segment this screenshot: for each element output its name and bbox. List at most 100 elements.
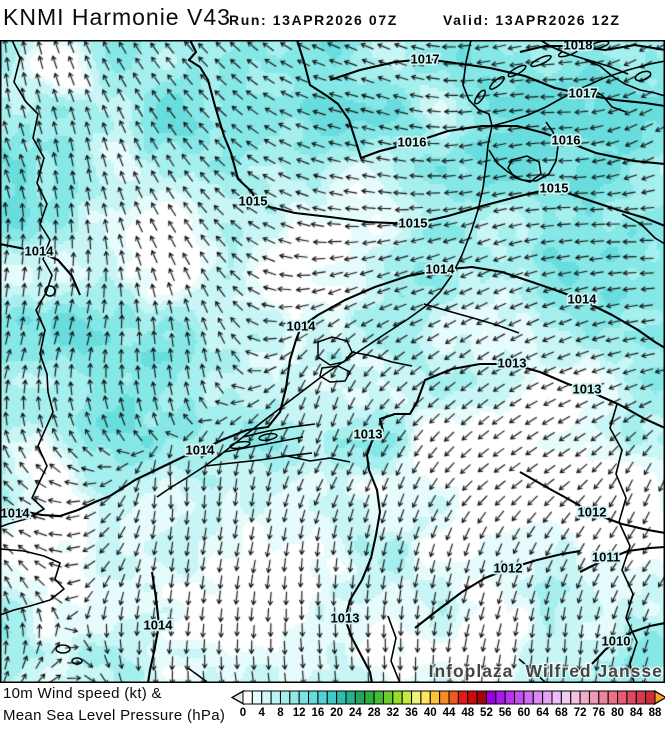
map-border — [0, 40, 665, 683]
isobar-pressure-label: 1014 — [25, 244, 55, 259]
colorbar-cell — [523, 690, 534, 705]
colorbar-cell — [504, 690, 516, 705]
isobar-line — [591, 621, 665, 665]
colorbar-cell — [495, 690, 506, 705]
colorbar-cell — [242, 690, 253, 705]
colorbar-cell — [635, 690, 647, 705]
colorbar-right-arrow-icon — [653, 689, 665, 706]
colorbar-tick-label: 68 — [555, 707, 568, 719]
isobar-pressure-label: 1018 — [564, 40, 593, 53]
colorbar-tick-label: 88 — [649, 707, 662, 719]
isobar-pressure-label: 1015 — [540, 181, 569, 196]
colorbar-cell — [354, 690, 366, 705]
wind-speed-colorbar: 0 4 8 12 16 20 24 28 32 36 40 44 48 52 56 60 64 68 72 76 80 8… — [230, 689, 665, 719]
isobar-pressure-label: 1014 — [144, 618, 174, 633]
isobar-line — [109, 265, 665, 497]
colorbar-cell — [326, 690, 338, 705]
coastline-path — [518, 658, 547, 683]
coastline-island — [229, 440, 251, 450]
colorbar-tick-label: 76 — [592, 707, 605, 719]
colorbar-cell — [279, 690, 291, 705]
run-timestamp: Run: 13APR2026 07Z — [229, 12, 398, 28]
colorbar-tick-label: 16 — [312, 707, 325, 719]
colorbar-tick-label: 0 — [240, 707, 246, 719]
coastline-path — [423, 303, 520, 334]
coastline-island — [71, 657, 83, 665]
colorbar-tick-label: 24 — [349, 707, 362, 719]
colorbar-cell — [645, 690, 656, 705]
colorbar-tick-label: 44 — [443, 707, 456, 719]
colorbar-cell — [382, 690, 394, 705]
map-overlay: 1018 1017 1017 1016 1016 1015 1015 1015 1014 1014… — [0, 40, 665, 683]
colorbar-cell — [364, 690, 375, 705]
colorbar-cell — [373, 690, 384, 705]
legend-footer: 10m Wind speed (kt) & Mean Sea Level Pre… — [0, 683, 665, 735]
isobar-line — [519, 471, 665, 535]
coastline-island — [44, 285, 56, 297]
colorbar-tick-label: 64 — [536, 707, 549, 719]
colorbar-cell — [401, 690, 413, 705]
coastline-island — [55, 644, 71, 654]
colorbar-cell — [570, 690, 581, 705]
colorbar-tick-label: 32 — [386, 707, 399, 719]
colorbar-cell — [289, 690, 300, 705]
coastline-path — [387, 615, 401, 683]
colorbar-cell — [345, 690, 356, 705]
colorbar-left-arrow-icon — [230, 689, 245, 706]
valid-timestamp: Valid: 13APR2026 12Z — [443, 12, 621, 28]
coastline-path — [0, 40, 54, 528]
colorbar-tick-label: 8 — [277, 707, 284, 719]
colorbar-tick-label: 48 — [461, 707, 474, 719]
colorbar-tick-label: 4 — [259, 707, 266, 719]
coastline-island — [557, 46, 581, 58]
colorbar-cell — [270, 690, 281, 705]
isobar-pressure-label: 1014 — [1, 506, 31, 521]
colorbar-cell — [607, 690, 619, 705]
isobar-pressure-label: 1015 — [239, 194, 268, 209]
colorbar-cell — [317, 690, 328, 705]
isobar-pressure-label: 1015 — [399, 216, 428, 231]
colorbar-cell — [588, 690, 600, 705]
weather-map: 1018 1017 1017 1016 1016 1015 1015 1015 1014 1014… — [0, 40, 665, 683]
colorbar-cell — [420, 690, 431, 705]
colorbar-cell — [457, 690, 469, 705]
isobar-line — [414, 549, 581, 629]
isobar-pressure-label: 1014 — [287, 319, 317, 334]
isobar-pressure-label: 1013 — [331, 611, 360, 626]
colorbar-tick-label: 80 — [611, 707, 624, 719]
isobar-pressure-label: 1010 — [602, 634, 631, 649]
isobar-pressure-label: 1014 — [568, 292, 598, 307]
isobar-pressure-label: 1017 — [569, 86, 598, 101]
coastline-path — [204, 452, 313, 467]
watermark-text: Wilfred Janssen — [525, 661, 665, 681]
isobar-pressure-label: 1014 — [186, 443, 216, 458]
colorbar-cell — [336, 690, 347, 705]
colorbar-cell — [298, 690, 310, 705]
colorbar-cell — [598, 690, 609, 705]
isobar-line — [343, 362, 665, 683]
coastline-island — [530, 54, 552, 68]
coastline-island — [317, 336, 353, 366]
coastline-island — [507, 155, 542, 183]
watermark-text: Infoplaza — [429, 661, 514, 681]
colorbar-tick-label: 36 — [405, 707, 418, 719]
isobar-line — [146, 571, 161, 683]
isobar-pressure-label: 1017 — [411, 52, 440, 67]
isobar-line — [187, 40, 665, 227]
coastline-island — [319, 365, 352, 383]
colorbar-cell — [251, 690, 263, 705]
coastline-path — [156, 40, 493, 498]
isobar-line — [329, 57, 665, 108]
coastline-path — [488, 121, 559, 182]
legend-caption-line1: 10m Wind speed (kt) & — [3, 685, 162, 702]
colorbar-tick-label: 56 — [499, 707, 512, 719]
coastline-island — [634, 70, 652, 82]
colorbar-tick-label: 20 — [330, 707, 343, 719]
colorbar-tick-label: 40 — [424, 707, 437, 719]
colorbar-tick-label: 72 — [574, 707, 587, 719]
colorbar-tick-label: 52 — [480, 707, 493, 719]
colorbar-cell — [542, 690, 553, 705]
isobar-pressure-label: 1016 — [552, 133, 581, 148]
coastline-path — [621, 213, 665, 245]
